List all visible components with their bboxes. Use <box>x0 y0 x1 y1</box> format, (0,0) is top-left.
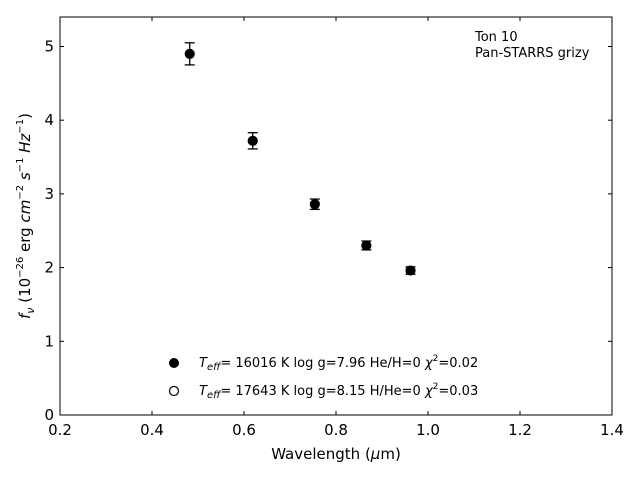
data-point <box>184 48 195 59</box>
annotation-object: Ton 10 <box>474 30 518 45</box>
x-tick-label: 0.4 <box>140 421 164 439</box>
x-axis: 0.2 0.4 0.6 0.8 1.0 1.2 1.4 <box>48 17 624 439</box>
legend: Teff= 16016 K log g=7.96 He/H=0 χ2=0.02 … <box>168 354 478 401</box>
y-tick-label: 3 <box>44 185 54 203</box>
x-tick-label: 1.0 <box>416 421 440 439</box>
data-point <box>247 135 258 146</box>
y-tick-label: 5 <box>44 37 54 55</box>
x-tick-label: 0.2 <box>48 421 72 439</box>
x-axis-label: Wavelength (μm) <box>271 445 401 463</box>
legend-entry-2: Teff= 17643 K log g=8.15 H/He=0 χ2=0.03 <box>199 382 478 401</box>
x-tick-label: 1.2 <box>508 421 532 439</box>
data-series <box>184 42 416 276</box>
legend-marker-open <box>168 385 180 397</box>
y-tick-label: 1 <box>44 332 54 350</box>
x-tick-label: 0.6 <box>232 421 256 439</box>
y-tick-label: 2 <box>44 259 54 277</box>
y-tick-label: 0 <box>44 406 54 424</box>
x-tick-label: 0.8 <box>324 421 348 439</box>
data-point <box>309 199 320 210</box>
legend-marker-filled <box>169 358 179 368</box>
legend-entry-1: Teff= 16016 K log g=7.96 He/H=0 χ2=0.02 <box>199 354 478 373</box>
x-tick-label: 1.4 <box>600 421 624 439</box>
y-axis: 0 1 2 3 4 5 <box>44 37 612 424</box>
annotation-survey: Pan-STARRS grizy <box>475 46 590 61</box>
data-point <box>361 240 372 251</box>
y-tick-label: 4 <box>44 111 54 129</box>
data-point <box>405 265 416 276</box>
y-axis-label: fν (10−26 erg cm−2 s−1 Hz−1) <box>15 113 37 319</box>
